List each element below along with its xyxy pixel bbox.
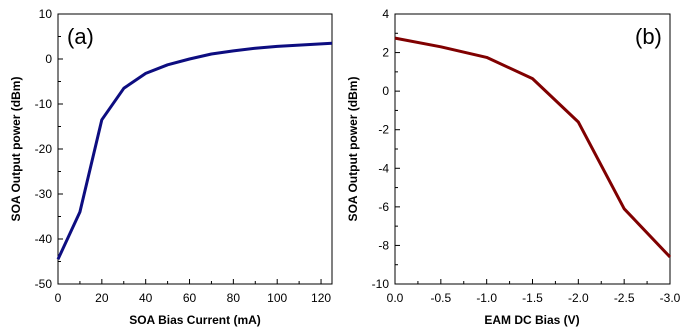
- panel-a-x-tick-label: 60: [183, 291, 197, 305]
- panel-a-y-tick-label: -30: [35, 187, 53, 201]
- panel-b-y-tick-label: 4: [382, 7, 389, 21]
- panel-a-plot-frame: [57, 13, 333, 285]
- panel-a-y-tick-label: 0: [45, 52, 52, 66]
- panel-b-y-axis-label: SOA Output power (dBm): [346, 77, 360, 222]
- panel-a-x-tick-label: 20: [95, 291, 109, 305]
- panel-a-x-axis-label: SOA Bias Current (mA): [129, 313, 261, 327]
- panel-b-label: (b): [635, 24, 662, 49]
- panel-b-y-tick-label: 0: [382, 84, 389, 98]
- panel-b-y-tick-label: -2: [378, 123, 389, 137]
- panel-a-x-tick-label: 40: [139, 291, 153, 305]
- panel-b-x-tick-label: -2.0: [568, 291, 589, 305]
- panel-a-x-tick-label: 100: [267, 291, 287, 305]
- panel-a-series-line: [56, 41, 333, 260]
- panel-a-label: (a): [67, 24, 94, 49]
- panel-a-x-tick-label: 120: [311, 291, 331, 305]
- panel-b-x-tick-label: -1.0: [476, 291, 497, 305]
- panel-b-x-tick-label: -0.5: [430, 291, 451, 305]
- panel-a-x-tick-label: 0: [55, 291, 62, 305]
- panel-b-x-tick-label: -1.5: [522, 291, 543, 305]
- panel-b-chart: 0.0 -0.5 -1.0 -1.5 -2.0 -2.5 -3.0 -10 -8 -6 -4 -2 0 2…: [346, 7, 681, 327]
- panel-b-y-tick-label: 2: [382, 46, 389, 60]
- panel-b-x-axis-label: EAM DC Bias (V): [484, 313, 579, 327]
- panel-a-y-tick-label: -50: [35, 277, 53, 291]
- panel-b-y-tick-label: -8: [378, 238, 389, 252]
- panel-b-y-tick-label: -4: [378, 161, 389, 175]
- panel-a-chart: 0 20 40 60 80 100 120 -50 -40 -30 -20 -10 0 10 (a) SOA …: [9, 7, 333, 327]
- panel-a-y-tick-label: -20: [35, 142, 53, 156]
- panel-b-plot-frame: [394, 13, 671, 285]
- panel-b-x-tick-label: 0.0: [387, 291, 404, 305]
- panel-b-x-tick-label: -2.5: [614, 291, 635, 305]
- panel-a-x-tick-label: 80: [227, 291, 241, 305]
- panel-a-y-tick-label: -10: [35, 97, 53, 111]
- panel-a-y-tick-label: 10: [39, 7, 53, 21]
- panel-b-y-tick-label: -6: [378, 200, 389, 214]
- panel-b-series-line: [394, 36, 672, 259]
- panel-a-y-tick-label: -40: [35, 232, 53, 246]
- panel-b-y-tick-label: -10: [372, 277, 390, 291]
- panel-b-x-tick-label: -3.0: [660, 291, 681, 305]
- panel-a-y-axis-label: SOA Output power (dBm): [9, 77, 23, 222]
